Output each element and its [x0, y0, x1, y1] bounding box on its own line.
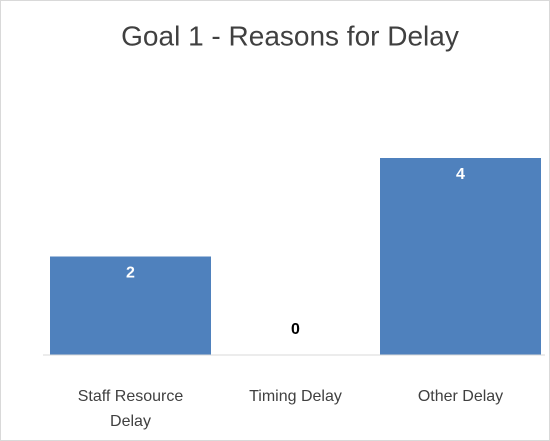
- x-tick-label: Timing Delay: [249, 388, 342, 405]
- data-label: 4: [456, 166, 465, 183]
- data-label: 0: [291, 321, 300, 338]
- x-tick-label: Other Delay: [417, 388, 504, 405]
- x-tick-label: Staff Resource Delay: [77, 388, 184, 430]
- chart-title: Goal 1 - Reasons for Delay: [121, 20, 459, 51]
- data-label: 2: [126, 265, 135, 282]
- bar: [50, 256, 211, 355]
- bar: [380, 158, 541, 355]
